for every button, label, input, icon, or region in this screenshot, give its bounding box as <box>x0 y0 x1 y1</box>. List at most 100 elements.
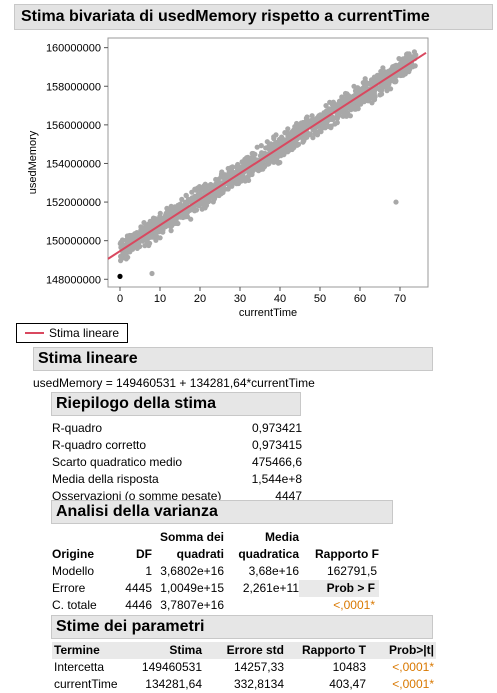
data-point <box>138 228 144 234</box>
data-point <box>245 154 251 160</box>
y-tick-label: 154000000 <box>46 158 101 170</box>
data-point <box>292 127 298 134</box>
data-point <box>337 109 343 115</box>
anova-f: Prob > F <box>299 580 379 597</box>
section-params-header[interactable]: Stime dei parametri <box>51 615 433 639</box>
data-point <box>123 237 129 243</box>
x-tick-label: 70 <box>394 293 406 305</box>
param-estimate: 134281,64 <box>145 677 202 691</box>
data-point <box>149 270 155 277</box>
data-point <box>259 150 265 156</box>
data-point <box>352 92 358 98</box>
section-anova-header[interactable]: Analisi della varianza <box>51 500 393 524</box>
col-header-estimate: Stima <box>169 643 202 657</box>
anova-df: 4446 <box>125 598 152 612</box>
data-point <box>138 224 144 230</box>
col-header-ss-top: Somma dei <box>159 530 224 544</box>
data-point <box>334 120 340 126</box>
data-point <box>189 197 195 203</box>
data-point <box>313 131 319 137</box>
data-point <box>266 161 272 167</box>
data-point <box>136 243 142 249</box>
data-point <box>341 111 347 117</box>
data-point <box>295 141 302 147</box>
anova-table: Somma dei Media Origine DF quadrati quad… <box>52 529 379 614</box>
data-point <box>301 138 307 144</box>
data-point <box>142 224 149 230</box>
col-header-f: Rapporto F <box>315 547 379 561</box>
data-point <box>124 233 130 239</box>
data-point <box>147 240 153 246</box>
data-point <box>193 187 199 193</box>
table-row: Osservazioni (o somme pesate) 4447 <box>52 488 302 505</box>
data-point <box>379 91 385 97</box>
report-title-bar[interactable]: Stima bivariata di usedMemory rispetto a… <box>14 4 493 30</box>
section-title: Riepilogo della stima <box>56 395 217 412</box>
data-point <box>392 77 398 83</box>
data-point <box>203 186 209 192</box>
data-point <box>229 183 235 189</box>
data-point <box>246 171 252 177</box>
data-point <box>285 131 291 137</box>
param-stderr: 14257,33 <box>233 660 284 674</box>
data-point <box>165 210 171 216</box>
data-point <box>412 63 418 69</box>
param-stderr: 332,8134 <box>233 677 284 691</box>
section-title: Stime dei parametri <box>56 618 205 635</box>
data-point <box>336 99 343 105</box>
y-tick-label: 158000000 <box>46 81 101 93</box>
data-point <box>283 149 289 155</box>
data-point <box>219 169 225 175</box>
data-point <box>319 112 325 119</box>
table-row: Scarto quadratico medio 475466,6 <box>52 454 302 471</box>
data-point <box>378 87 384 93</box>
data-point <box>147 218 153 224</box>
data-point <box>183 193 189 199</box>
data-point <box>235 161 241 168</box>
anova-df: 4445 <box>125 581 152 595</box>
col-header-spacer <box>299 529 379 546</box>
legend-label: Stima lineare <box>49 326 120 340</box>
data-point <box>401 71 407 77</box>
section-riepilogo-header[interactable]: Riepilogo della stima <box>51 392 301 416</box>
table-row: Media della risposta 1,544e+8 <box>52 471 302 488</box>
col-header-spacer <box>110 529 152 546</box>
data-point <box>362 76 368 82</box>
anova-ss: 3,7807e+16 <box>160 598 224 612</box>
col-header-term: Termine <box>54 643 100 657</box>
data-point <box>308 121 314 127</box>
data-point <box>235 168 241 174</box>
params-table: Termine Stima Errore std Rapporto T Prob… <box>52 642 436 693</box>
y-tick-label: 160000000 <box>46 43 101 55</box>
data-point <box>167 223 173 229</box>
y-tick-label: 156000000 <box>46 120 101 132</box>
summary-value: 0,973421 <box>251 421 302 435</box>
data-point <box>304 133 310 139</box>
data-point <box>173 220 179 226</box>
table-row: R-quadro corretto 0,973415 <box>52 437 302 454</box>
data-point <box>212 195 218 201</box>
data-point <box>324 109 330 115</box>
anova-f: <,0001* <box>333 598 375 612</box>
data-point <box>285 126 291 132</box>
param-p: <,0001* <box>392 677 434 691</box>
param-estimate: 149460531 <box>141 660 202 674</box>
data-point <box>358 101 364 107</box>
report-title: Stima bivariata di usedMemory rispetto a… <box>21 8 430 25</box>
summary-value: 4447 <box>275 489 302 503</box>
data-point <box>214 189 220 195</box>
summary-label: Osservazioni (o somme pesate) <box>52 489 222 503</box>
data-point <box>370 79 376 85</box>
data-point <box>382 70 388 76</box>
data-point <box>334 114 340 120</box>
x-tick-label: 20 <box>194 293 206 305</box>
data-point <box>189 189 195 195</box>
data-point <box>380 65 386 71</box>
data-point <box>311 126 317 132</box>
data-point <box>408 56 414 62</box>
data-point <box>119 240 125 246</box>
section-stima-lineare-header[interactable]: Stima lineare <box>33 347 433 371</box>
chart-legend[interactable]: Stima lineare <box>16 323 128 343</box>
anova-ms: 3,68e+16 <box>248 564 299 578</box>
summary-label: Scarto quadratico medio <box>52 455 183 469</box>
